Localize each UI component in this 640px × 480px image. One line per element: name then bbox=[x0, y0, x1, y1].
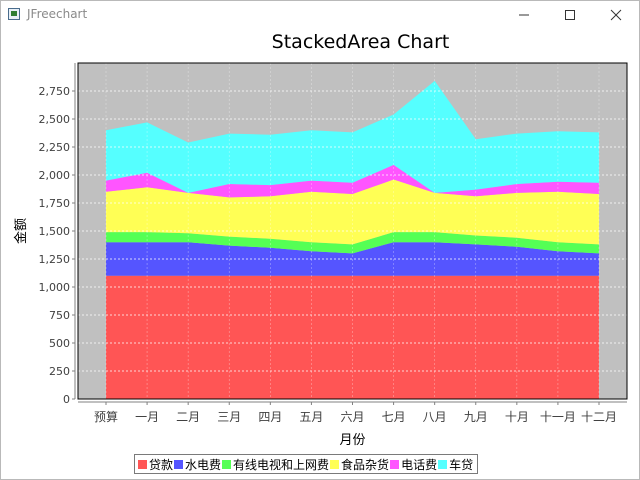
minimize-icon bbox=[519, 14, 529, 16]
x-tick-label: 七月 bbox=[382, 410, 406, 424]
legend-label: 有线电视和上网费 bbox=[233, 457, 330, 472]
app-icon bbox=[8, 8, 20, 20]
legend-label: 贷款 bbox=[149, 457, 174, 472]
y-tick-label: 2,750 bbox=[39, 85, 71, 98]
x-tick-label: 一月 bbox=[135, 410, 159, 424]
x-tick-label: 四月 bbox=[258, 410, 282, 424]
x-tick-label: 九月 bbox=[464, 410, 488, 424]
y-tick-label: 500 bbox=[49, 337, 70, 350]
close-button[interactable] bbox=[593, 1, 639, 29]
y-tick-label: 750 bbox=[49, 309, 70, 322]
legend-swatch bbox=[138, 459, 147, 469]
maximize-icon bbox=[565, 10, 575, 20]
legend-swatch bbox=[438, 459, 448, 469]
area-series-0 bbox=[106, 275, 599, 399]
plot-border bbox=[77, 62, 628, 400]
minimize-button[interactable] bbox=[501, 1, 547, 29]
legend-label: 食品杂货 bbox=[341, 457, 390, 472]
area-series-5 bbox=[106, 80, 599, 193]
y-tick-label: 250 bbox=[49, 365, 70, 378]
y-tick-label: 0 bbox=[63, 393, 70, 406]
legend-item-4: 电话费 bbox=[390, 456, 437, 473]
chart-title: StackedArea Chart bbox=[272, 31, 450, 53]
stacked-area-chart: StackedArea Chart 0 250 500 750 1,000 1,250 1,5… bbox=[13, 31, 628, 448]
legend-item-2: 有线电视和上网费 bbox=[222, 456, 329, 473]
legend-item-3: 食品杂货 bbox=[330, 456, 389, 473]
y-tick-label: 1,750 bbox=[39, 197, 71, 210]
window-title: JFreechart bbox=[27, 7, 88, 21]
legend-swatch bbox=[330, 459, 340, 469]
y-tick-label: 2,250 bbox=[39, 141, 71, 154]
area-series-2 bbox=[106, 232, 599, 254]
area-series-1 bbox=[106, 242, 599, 276]
y-tick-label: 2,000 bbox=[39, 169, 71, 182]
area-series-4 bbox=[106, 164, 599, 198]
x-tick-label: 预算 bbox=[94, 409, 118, 424]
legend-swatch bbox=[174, 459, 184, 469]
maximize-button[interactable] bbox=[547, 1, 593, 29]
x-tick-label: 五月 bbox=[299, 410, 323, 424]
y-tick-label: 1,500 bbox=[39, 225, 71, 238]
x-tick-label: 八月 bbox=[423, 410, 447, 424]
legend-item-0: 贷款 bbox=[138, 456, 173, 473]
legend-label: 车贷 bbox=[449, 457, 474, 472]
title-bar: JFreechart bbox=[1, 1, 639, 29]
legend-swatch bbox=[222, 459, 232, 469]
y-tick-label: 1,000 bbox=[39, 281, 71, 294]
x-tick-label: 十月 bbox=[505, 410, 529, 424]
area-series-3 bbox=[106, 179, 599, 245]
chart-legend: 贷款 水电费 有线电视和上网费 食品杂货 电话费 车贷 bbox=[134, 454, 479, 474]
y-axis-label: 金额 bbox=[13, 218, 29, 244]
x-tick-label: 三月 bbox=[217, 410, 241, 424]
chart-panel: StackedArea Chart 0 250 500 750 1,000 1,250 1,5… bbox=[2, 29, 638, 479]
y-tick-label: 2,500 bbox=[39, 113, 71, 126]
legend-label: 电话费 bbox=[401, 457, 438, 472]
close-icon bbox=[610, 9, 622, 21]
x-tick-label: 二月 bbox=[176, 410, 200, 424]
legend-swatch bbox=[390, 459, 400, 469]
legend-item-1: 水电费 bbox=[174, 456, 221, 473]
x-axis-label: 月份 bbox=[339, 433, 365, 448]
legend-label: 水电费 bbox=[185, 457, 222, 472]
x-tick-label: 十二月 bbox=[581, 410, 617, 424]
x-tick-label: 十一月 bbox=[540, 410, 576, 424]
legend-item-5: 车贷 bbox=[438, 456, 473, 473]
y-tick-label: 1,250 bbox=[39, 253, 71, 266]
x-tick-label: 六月 bbox=[340, 410, 364, 424]
